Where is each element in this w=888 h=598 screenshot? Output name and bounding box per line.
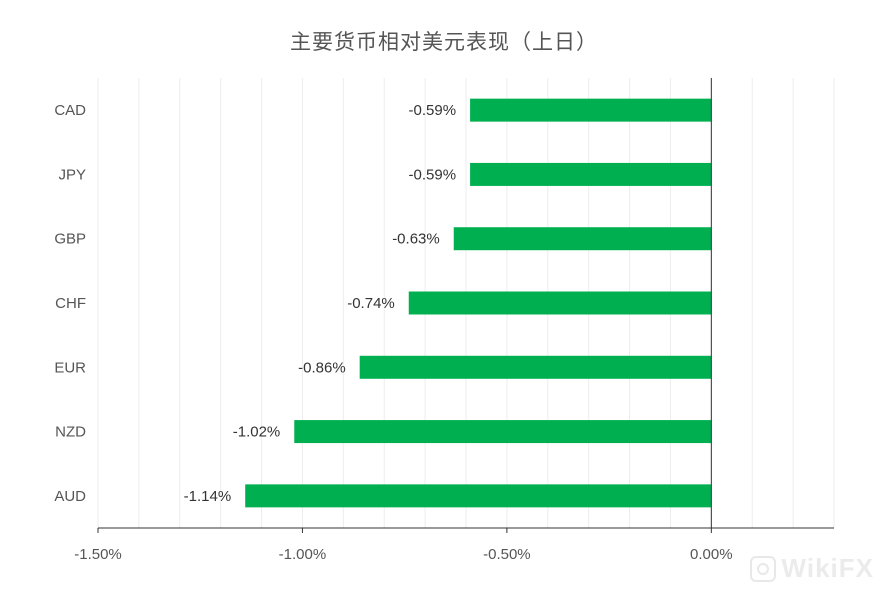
- x-tick-label: -1.50%: [74, 546, 122, 563]
- category-label-eur: EUR: [54, 359, 86, 376]
- watermark-text: WikiFX: [781, 553, 874, 583]
- axes: [97, 78, 834, 533]
- category-label-gbp: GBP: [54, 231, 86, 248]
- category-label-jpy: JPY: [58, 166, 86, 183]
- x-tick-label: -0.50%: [483, 546, 531, 563]
- bar-aud: [245, 484, 712, 508]
- category-label-cad: CAD: [54, 102, 86, 119]
- data-label-aud: -1.14%: [184, 488, 232, 505]
- labels: CAD -0.59% JPY -0.59% GBP -0.63% CHF -0.74% EUR -…: [54, 102, 732, 563]
- x-tick-label: -1.00%: [279, 546, 327, 563]
- bars: [245, 98, 712, 508]
- data-label-gbp: -0.63%: [392, 231, 440, 248]
- data-label-jpy: -0.59%: [409, 166, 457, 183]
- data-label-chf: -0.74%: [347, 295, 395, 312]
- watermark: WikiFX: [749, 553, 874, 584]
- bar-jpy: [470, 162, 712, 186]
- bar-gbp: [453, 227, 712, 251]
- data-label-nzd: -1.02%: [233, 424, 281, 441]
- chart-title: 主要货币相对美元表现（上日）: [290, 30, 598, 54]
- bar-eur: [359, 355, 712, 379]
- bar-chf: [408, 291, 712, 315]
- data-label-eur: -0.86%: [298, 359, 346, 376]
- data-label-cad: -0.59%: [409, 102, 457, 119]
- category-label-aud: AUD: [54, 488, 86, 505]
- bar-cad: [470, 98, 712, 122]
- bar-nzd: [294, 420, 712, 444]
- category-label-nzd: NZD: [55, 424, 86, 441]
- wikifx-logo-icon: [749, 555, 776, 582]
- category-label-chf: CHF: [55, 295, 86, 312]
- x-tick-label: 0.00%: [690, 546, 733, 563]
